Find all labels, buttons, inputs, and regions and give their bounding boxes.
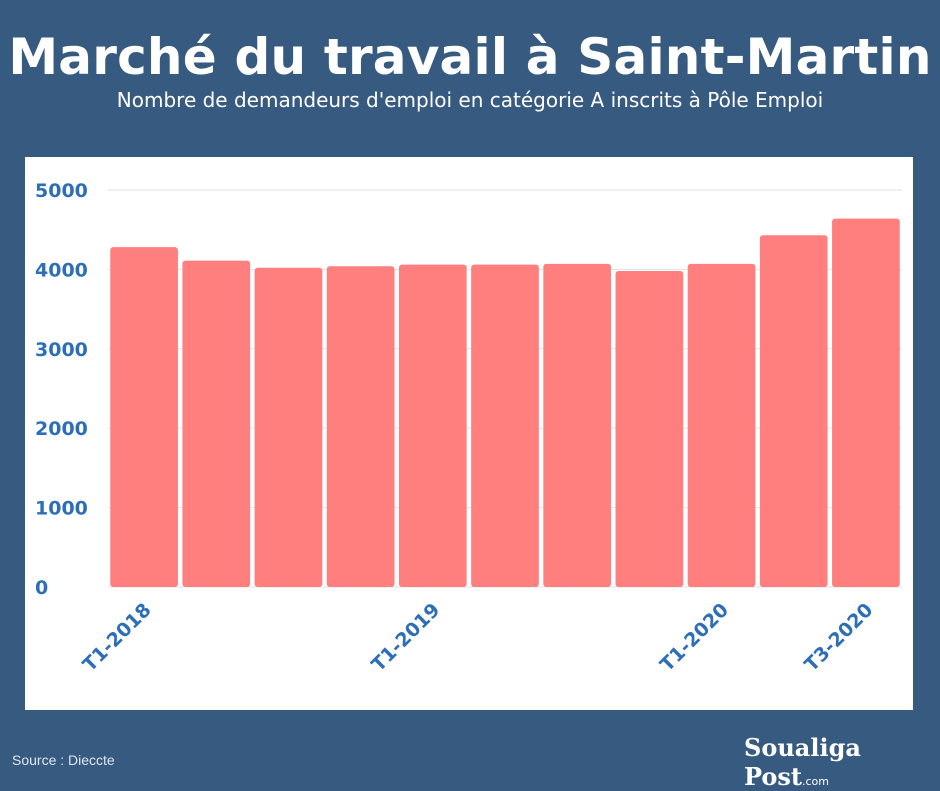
x-tick-label: T1-2019 bbox=[367, 599, 444, 676]
y-tick-label: 0 bbox=[35, 577, 48, 599]
y-tick-label: 3000 bbox=[35, 339, 88, 361]
logo-suffix: .com bbox=[802, 775, 830, 788]
bar-T1-2020 bbox=[687, 263, 756, 587]
bar-T1-2019 bbox=[398, 264, 467, 587]
bar-T2-2018 bbox=[182, 260, 251, 587]
chart-title: Marché du travail à Saint-Martin bbox=[8, 28, 932, 86]
bar-T2-2020 bbox=[759, 235, 828, 587]
bar-T3-2018 bbox=[254, 267, 323, 587]
chart-panel: 0 1000 2000 3000 4000 5000 T1-2018 T1-2019 T1-20… bbox=[25, 157, 913, 710]
bar-T4-2019 bbox=[615, 270, 684, 587]
y-tick-label: 2000 bbox=[35, 418, 88, 440]
bar-T2-2019 bbox=[471, 264, 539, 587]
y-tick-label: 1000 bbox=[35, 498, 88, 520]
logo-name: Soualiga Post bbox=[744, 733, 861, 791]
y-tick-label: 5000 bbox=[35, 180, 88, 202]
bar-T3-2020 bbox=[832, 218, 900, 588]
x-tick-label: T1-2018 bbox=[79, 599, 156, 676]
soualiga-post-logo: Soualiga Post.com bbox=[744, 733, 940, 791]
bar-T1-2018 bbox=[110, 247, 178, 587]
y-tick-label: 4000 bbox=[35, 259, 88, 281]
x-tick-label: T1-2020 bbox=[656, 599, 733, 676]
source-note: Source : Dieccte bbox=[12, 752, 115, 768]
bar-T3-2019 bbox=[543, 263, 612, 587]
bar-chart: 0 1000 2000 3000 4000 5000 T1-2018 T1-2019 T1-20… bbox=[35, 180, 902, 676]
bar-T4-2018 bbox=[326, 266, 395, 587]
x-tick-label: T3-2020 bbox=[800, 599, 877, 676]
chart-subtitle: Nombre de demandeurs d'emploi en catégor… bbox=[116, 88, 824, 112]
